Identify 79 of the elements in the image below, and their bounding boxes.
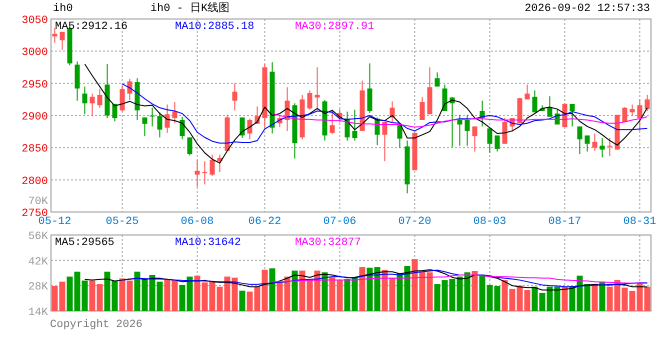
- x-tick-label: 06-22: [248, 216, 282, 228]
- y-tick-label: 3050: [22, 15, 48, 27]
- text: MA10:31642: [175, 237, 242, 249]
- candlestick: [547, 96, 552, 118]
- candlestick: [577, 126, 582, 155]
- y-tick-label: 56K: [28, 231, 48, 243]
- x-tick-label: 08-31: [623, 216, 657, 228]
- candlestick: [157, 112, 162, 138]
- text: 70K: [28, 196, 48, 208]
- chart-title: ih0 - 日K线图: [150, 1, 230, 15]
- candlestick: [600, 138, 605, 158]
- candlestick: [330, 109, 335, 135]
- candlestick: [307, 90, 312, 110]
- candlestick: [187, 136, 192, 156]
- y-tick-label: 2800: [22, 176, 48, 188]
- text: MA5:2912.16: [55, 21, 128, 33]
- candlestick: [644, 94, 650, 112]
- candlestick: [52, 28, 58, 44]
- candlestick: [607, 138, 612, 157]
- candlestick: [464, 114, 470, 146]
- line-series: [84, 269, 648, 291]
- candlestick: [502, 118, 508, 144]
- candlestick: [487, 128, 492, 154]
- candlestick: [472, 126, 478, 152]
- candlestick: [314, 66, 320, 109]
- candlestick: [524, 84, 530, 100]
- text: Copyright 2026: [50, 319, 142, 331]
- candlestick: [172, 101, 178, 124]
- text: MA10:2885.18: [175, 21, 254, 33]
- x-tick-label: 06-08: [180, 216, 214, 228]
- candlestick: [592, 133, 598, 152]
- candlestick: [367, 62, 372, 114]
- line-series: [272, 274, 648, 284]
- y-tick-label: 2850: [22, 144, 48, 156]
- x-tick-label: 07-20: [398, 216, 432, 228]
- y-tick-label: 42K: [28, 256, 48, 268]
- line-series: [122, 270, 648, 288]
- candlestick: [150, 107, 155, 127]
- x-tick-label: 05-25: [106, 216, 139, 228]
- candlestick: [570, 103, 575, 127]
- candlestick: [434, 72, 440, 88]
- text: MA30:32877: [295, 237, 362, 249]
- candlestick: [142, 116, 148, 137]
- text: MA5:29565: [55, 237, 114, 249]
- candlestick: [352, 109, 358, 142]
- y-tick-label: 3000: [22, 47, 48, 60]
- candlestick: [457, 114, 462, 146]
- y-tick-label: 14K: [28, 307, 48, 319]
- candlestick: [532, 90, 538, 113]
- candlestick: [90, 93, 95, 117]
- candlestick: [442, 84, 448, 112]
- candlestick: [210, 154, 215, 176]
- candlestick: [622, 106, 628, 122]
- candlestick: [74, 60, 80, 102]
- candlestick: [164, 104, 170, 134]
- text: 2026-09-02 12:57:33: [524, 3, 650, 15]
- text: MA30:2897.91: [295, 21, 375, 33]
- candlestick: [97, 88, 102, 108]
- candlestick: [202, 160, 208, 185]
- candlestick: [232, 82, 238, 111]
- x-tick-label: 08-17: [548, 216, 582, 228]
- candlestick: [637, 98, 642, 132]
- y-tick-label: 2950: [22, 79, 48, 92]
- candlestick: [120, 84, 125, 112]
- candlestick: [584, 134, 590, 152]
- x-tick-label: 08-03: [473, 216, 506, 228]
- candlestick: [194, 159, 200, 188]
- candlestick: [494, 134, 500, 152]
- candlestick: [247, 118, 252, 140]
- candlestick: [382, 121, 388, 162]
- x-tick-label: 07-06: [323, 216, 356, 228]
- candlestick: [60, 31, 65, 50]
- candlestick: [420, 96, 425, 121]
- text: ih0: [53, 3, 73, 15]
- candlestick: [630, 104, 635, 116]
- y-tick-label: 2900: [22, 112, 48, 124]
- y-tick-label: 28K: [28, 282, 48, 294]
- candlestick: [180, 116, 185, 140]
- candlestick: [82, 86, 88, 115]
